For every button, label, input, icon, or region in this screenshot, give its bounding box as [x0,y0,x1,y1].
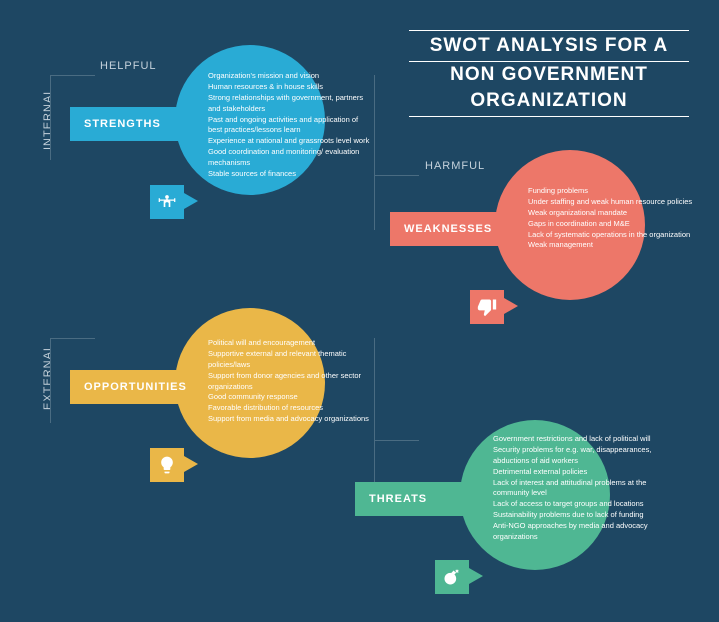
grid-line [374,75,375,230]
list-item: Under staffing and weak human resource p… [528,197,693,208]
list-item: Good community response [208,392,373,403]
title-line-2: NON GOVERNMENT [409,62,689,88]
list-item: Support from donor agencies and other se… [208,371,373,393]
title-line-1: SWOT ANALYSIS FOR A [409,30,689,62]
opportunities-items: Political will and encouragement Support… [208,338,373,425]
grid-line [50,75,95,76]
list-item: Anti-NGO approaches by media and advocac… [493,521,658,543]
weaknesses-tab: WEAKNESSES [390,212,525,246]
thumbs-down-icon [470,290,504,324]
axis-external: EXTERNAL [42,344,54,410]
bomb-icon [435,560,469,594]
list-item: Gaps in coordination and M&E [528,219,693,230]
list-item: Weak organizational mandate [528,208,693,219]
list-item: Detrimental external policies [493,467,658,478]
list-item: Experience at national and grassroots le… [208,136,373,147]
axis-helpful: HELPFUL [100,60,157,72]
threats-label: THREATS [369,493,427,505]
grid-line [50,75,51,160]
list-item: Lack of access to target groups and loca… [493,499,658,510]
list-item: Favorable distribution of resources [208,403,373,414]
strengths-tab: STRENGTHS [70,107,205,141]
list-item: Human resources & in house skills [208,82,373,93]
list-item: Past and ongoing activities and applicat… [208,115,373,137]
threats-tab: THREATS [355,482,490,516]
lightbulb-icon [150,448,184,482]
grid-line [50,338,95,339]
list-item: Political will and encouragement [208,338,373,349]
weaknesses-items: Funding problems Under staffing and weak… [528,186,693,251]
axis-internal: INTERNAL [42,88,54,150]
list-item: Strong relationships with government, pa… [208,93,373,115]
list-item: Funding problems [528,186,693,197]
list-item: Security problems for e.g. war, disappea… [493,445,658,467]
list-item: Government restrictions and lack of poli… [493,434,658,445]
list-item: Stable sources of finances [208,169,373,180]
weaknesses-label: WEAKNESSES [404,223,492,235]
pointer [184,193,198,209]
opportunities-label: OPPORTUNITIES [84,381,187,393]
list-item: Weak management [528,240,693,251]
list-item: Sustainability problems due to lack of f… [493,510,658,521]
grid-line [374,175,419,176]
grid-line [374,338,375,493]
pointer [469,568,483,584]
pointer [504,298,518,314]
list-item: Good coordination and monitoring/ evalua… [208,147,373,169]
list-item: Supportive external and relevant themati… [208,349,373,371]
list-item: Lack of interest and attitudinal problem… [493,478,658,500]
grid-line [50,338,51,423]
opportunities-tab: OPPORTUNITIES [70,370,205,404]
title-block: SWOT ANALYSIS FOR A NON GOVERNMENT ORGAN… [409,30,689,117]
title-line-3: ORGANIZATION [409,88,689,117]
weightlifter-icon [150,185,184,219]
pointer [184,456,198,472]
grid-line [374,440,419,441]
strengths-items: Organization's mission and vision Human … [208,71,373,180]
strengths-label: STRENGTHS [84,118,161,130]
list-item: Organization's mission and vision [208,71,373,82]
axis-harmful: HARMFUL [425,160,485,172]
threats-items: Government restrictions and lack of poli… [493,434,658,543]
list-item: Support from media and advocacy organiza… [208,414,373,425]
list-item: Lack of systematic operations in the org… [528,230,693,241]
